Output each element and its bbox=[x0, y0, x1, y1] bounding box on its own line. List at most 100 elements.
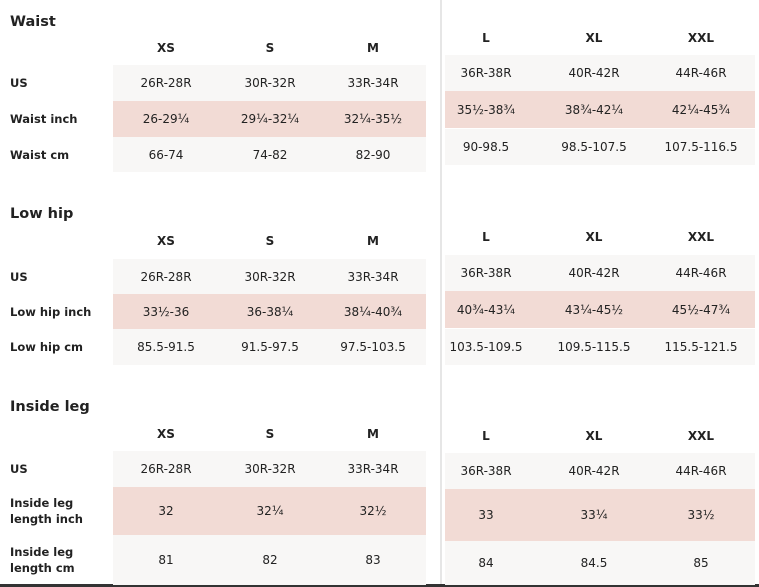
table-cell: 81 bbox=[158, 553, 174, 567]
table-cell: 44R-46R bbox=[675, 464, 727, 478]
table-cell: 82 bbox=[262, 553, 278, 567]
table-row bbox=[113, 487, 426, 535]
table-cell: 26-29¼ bbox=[142, 112, 190, 126]
column-header: XS bbox=[157, 41, 175, 55]
table-cell: 109.5-115.5 bbox=[557, 340, 631, 354]
table-cell: 33 bbox=[478, 508, 494, 522]
table-row bbox=[445, 55, 755, 91]
table-cell: 66-74 bbox=[148, 147, 184, 162]
table-cell: 83 bbox=[365, 553, 381, 567]
column-header: XS bbox=[157, 234, 175, 248]
table-row bbox=[113, 259, 426, 294]
column-header: XL bbox=[585, 230, 603, 244]
column-header: S bbox=[265, 234, 275, 248]
column-header: S bbox=[265, 427, 275, 441]
column-header: L bbox=[482, 230, 490, 244]
table-cell: 33R-34R bbox=[347, 269, 399, 284]
table-cell: 26R-28R bbox=[140, 269, 192, 284]
column-header: M bbox=[367, 41, 379, 55]
table-cell: 36-38¼ bbox=[246, 304, 294, 319]
row-label: Waist cm bbox=[10, 147, 70, 162]
table-cell: 43¼-45½ bbox=[564, 302, 624, 317]
table-cell: 36R-38R bbox=[460, 266, 512, 280]
row-label: Low hip inch bbox=[10, 304, 92, 319]
row-label: Waist inch bbox=[10, 112, 78, 126]
table-cell: 40R-42R bbox=[568, 66, 620, 80]
table-row bbox=[113, 294, 426, 329]
table-cell: 115.5-121.5 bbox=[664, 340, 738, 354]
table-cell: 32¼ bbox=[256, 504, 284, 518]
table-cell: 30R-32R bbox=[244, 269, 296, 284]
table-cell: 84.5 bbox=[580, 556, 608, 570]
table-cell: 32¼-35½ bbox=[343, 112, 403, 126]
section-title: Inside leg bbox=[10, 399, 90, 415]
table-cell: 84 bbox=[478, 556, 494, 570]
row-label: US bbox=[10, 462, 28, 476]
table-cell: 107.5-116.5 bbox=[664, 140, 738, 154]
table-cell: 33¼ bbox=[580, 508, 608, 522]
table-cell: 26R-28R bbox=[140, 462, 192, 476]
table-cell: 40¾-43¼ bbox=[456, 302, 516, 317]
divider bbox=[440, 0, 442, 587]
table-row bbox=[113, 137, 426, 172]
table-cell: 82-90 bbox=[355, 147, 391, 162]
column-header: XXL bbox=[687, 230, 715, 244]
bottom-edge bbox=[0, 584, 759, 587]
table-cell: 42¼-45¾ bbox=[671, 102, 731, 117]
column-header: XS bbox=[157, 427, 175, 441]
table-row bbox=[445, 541, 755, 585]
column-header: XXL bbox=[687, 429, 715, 443]
section-title: Low hip bbox=[10, 206, 74, 222]
row-label: US bbox=[10, 76, 28, 90]
table-cell: 33R-34R bbox=[347, 76, 399, 90]
column-header: S bbox=[265, 41, 275, 55]
table-cell: 40R-42R bbox=[568, 266, 620, 280]
table-cell: 91.5-97.5 bbox=[241, 340, 299, 354]
row-label: Inside leg length inch bbox=[10, 496, 83, 526]
row-label: Inside leg length cm bbox=[10, 545, 75, 575]
row-label: US bbox=[10, 269, 28, 284]
table-cell: 103.5-109.5 bbox=[449, 340, 523, 354]
column-header: L bbox=[482, 31, 490, 45]
table-cell: 90-98.5 bbox=[462, 140, 510, 154]
section-title: Waist bbox=[10, 14, 56, 30]
table-row bbox=[445, 129, 755, 165]
table-row bbox=[113, 101, 426, 137]
table-cell: 36R-38R bbox=[460, 464, 512, 478]
column-header: M bbox=[367, 234, 379, 248]
column-header: XXL bbox=[687, 31, 715, 45]
table-cell: 36R-38R bbox=[460, 66, 512, 80]
table-row bbox=[445, 453, 755, 489]
table-cell: 38¾-42¼ bbox=[564, 102, 624, 117]
column-header: XL bbox=[585, 429, 603, 443]
table-cell: 40R-42R bbox=[568, 464, 620, 478]
table-cell: 44R-46R bbox=[675, 266, 727, 280]
table-cell: 85 bbox=[693, 556, 709, 570]
table-cell: 29¼-32¼ bbox=[240, 112, 300, 126]
table-cell: 33½ bbox=[687, 508, 715, 522]
column-header: M bbox=[367, 427, 379, 441]
table-cell: 30R-32R bbox=[244, 76, 296, 90]
table-cell: 33R-34R bbox=[347, 462, 399, 476]
table-row bbox=[113, 535, 426, 585]
table-row bbox=[445, 329, 755, 365]
row-label: Low hip cm bbox=[10, 340, 84, 354]
table-cell: 98.5-107.5 bbox=[561, 140, 627, 154]
table-cell: 35½-38¾ bbox=[456, 102, 516, 117]
table-cell: 97.5-103.5 bbox=[340, 340, 406, 354]
table-cell: 32½ bbox=[359, 504, 387, 518]
table-cell: 74-82 bbox=[252, 147, 288, 162]
table-row bbox=[445, 291, 755, 328]
table-row bbox=[445, 255, 755, 291]
table-row bbox=[113, 451, 426, 487]
table-row bbox=[445, 489, 755, 541]
table-row bbox=[445, 91, 755, 128]
table-cell: 38¼-40¾ bbox=[343, 304, 403, 319]
table-row bbox=[113, 329, 426, 365]
table-cell: 26R-28R bbox=[140, 76, 192, 90]
table-cell: 45½-47¾ bbox=[671, 302, 731, 317]
table-cell: 33½-36 bbox=[142, 304, 190, 319]
table-cell: 85.5-91.5 bbox=[137, 340, 195, 354]
column-header: XL bbox=[585, 31, 603, 45]
